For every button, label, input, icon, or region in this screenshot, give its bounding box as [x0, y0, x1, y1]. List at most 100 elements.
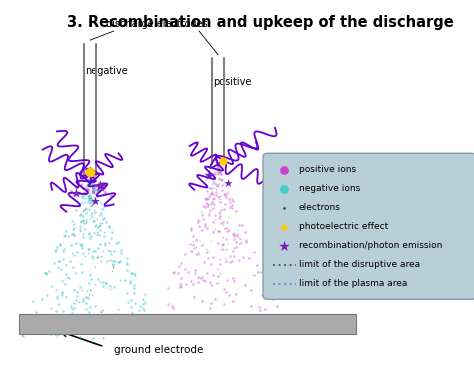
- Point: [116, 277, 123, 283]
- Point: [87, 196, 94, 202]
- Point: [123, 267, 131, 273]
- Point: [91, 281, 99, 287]
- Point: [230, 231, 238, 237]
- Point: [101, 322, 109, 327]
- Point: [106, 287, 113, 292]
- Point: [91, 194, 98, 200]
- Point: [242, 239, 249, 245]
- Point: [217, 196, 224, 201]
- Point: [60, 246, 67, 252]
- Point: [194, 274, 202, 280]
- Point: [230, 278, 238, 284]
- Point: [115, 327, 122, 333]
- Point: [209, 272, 216, 278]
- Point: [144, 328, 152, 334]
- Point: [89, 188, 97, 194]
- Point: [60, 329, 67, 335]
- Point: [86, 291, 93, 297]
- Point: [98, 211, 105, 216]
- Point: [19, 333, 27, 339]
- Point: [44, 292, 51, 298]
- Text: positive: positive: [213, 77, 252, 87]
- Point: [201, 221, 209, 227]
- Point: [209, 191, 217, 196]
- Point: [227, 199, 234, 205]
- Point: [63, 262, 70, 268]
- Point: [214, 166, 221, 172]
- Point: [41, 270, 49, 276]
- Point: [68, 218, 76, 224]
- Text: electrons: electrons: [299, 203, 340, 212]
- Point: [98, 220, 106, 226]
- Point: [84, 181, 91, 187]
- Point: [101, 181, 109, 187]
- Point: [89, 185, 97, 191]
- Point: [200, 260, 207, 265]
- Point: [93, 254, 101, 260]
- Point: [210, 230, 217, 235]
- Point: [86, 166, 93, 172]
- Point: [214, 228, 222, 234]
- Point: [89, 178, 96, 184]
- Point: [47, 306, 55, 311]
- Point: [216, 199, 223, 205]
- Point: [190, 294, 198, 300]
- Point: [281, 224, 288, 230]
- Point: [202, 246, 210, 252]
- Point: [89, 248, 96, 254]
- Point: [86, 174, 93, 180]
- Point: [114, 259, 121, 265]
- Point: [105, 239, 113, 245]
- Point: [204, 255, 211, 261]
- Point: [212, 226, 219, 232]
- Point: [79, 234, 86, 240]
- Point: [109, 264, 117, 270]
- Point: [100, 229, 108, 235]
- Point: [195, 279, 202, 285]
- Point: [229, 231, 237, 237]
- Point: [69, 316, 76, 322]
- Point: [56, 241, 64, 247]
- Point: [96, 180, 103, 186]
- Point: [222, 236, 229, 242]
- Point: [176, 281, 183, 287]
- Point: [215, 169, 222, 175]
- Point: [86, 166, 93, 172]
- Point: [217, 210, 224, 215]
- Point: [91, 198, 99, 204]
- Point: [241, 282, 249, 288]
- Point: [207, 261, 215, 267]
- Point: [115, 260, 123, 265]
- Point: [218, 246, 226, 252]
- Point: [72, 208, 80, 214]
- Point: [76, 212, 84, 218]
- Point: [64, 233, 72, 239]
- Point: [109, 229, 116, 235]
- Point: [98, 253, 105, 259]
- Point: [114, 320, 122, 326]
- Point: [221, 191, 228, 197]
- Point: [80, 231, 87, 237]
- Point: [186, 241, 194, 247]
- Point: [281, 186, 288, 192]
- Point: [218, 177, 225, 182]
- Point: [193, 251, 201, 257]
- Point: [93, 216, 100, 222]
- Point: [107, 283, 114, 289]
- Point: [72, 270, 79, 276]
- Point: [128, 270, 136, 276]
- Point: [210, 185, 218, 191]
- Point: [110, 328, 118, 334]
- Point: [84, 193, 91, 199]
- Point: [110, 284, 118, 290]
- Point: [44, 322, 52, 327]
- Point: [107, 193, 115, 199]
- Point: [89, 178, 96, 184]
- Point: [164, 301, 172, 307]
- Point: [57, 266, 65, 272]
- Point: [187, 278, 194, 284]
- Point: [215, 168, 223, 174]
- Point: [210, 196, 217, 202]
- Point: [101, 241, 109, 246]
- Point: [222, 289, 230, 295]
